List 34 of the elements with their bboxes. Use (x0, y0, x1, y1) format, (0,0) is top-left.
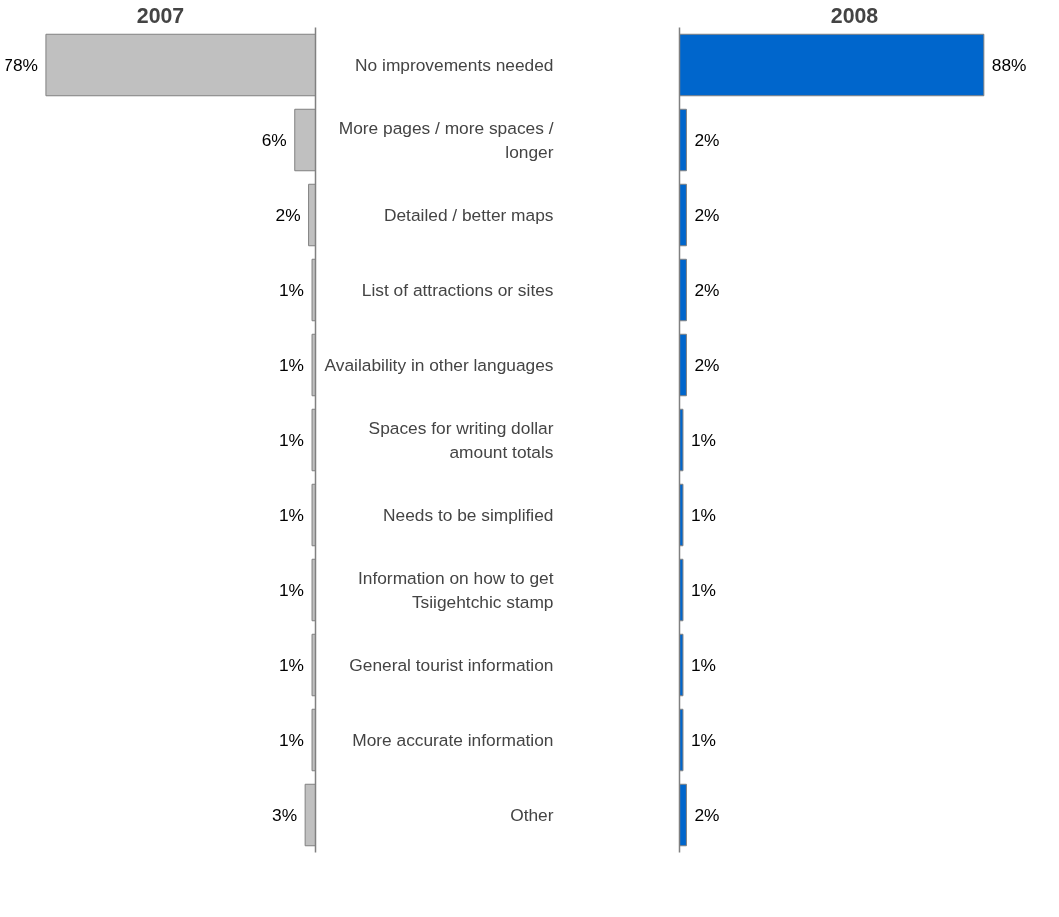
data-label: 2% (694, 805, 720, 825)
data-label: 1% (279, 580, 305, 600)
data-label: 2% (694, 205, 720, 225)
data-label: 88% (991, 55, 1027, 75)
y-tick-label: Information on how to get Tsiigehtchic stamp (357, 568, 554, 612)
y-tick-label: List of attractions or sites (361, 280, 554, 300)
y-tick-label: Spaces for writing dollar amount totals (368, 418, 554, 462)
data-label: 2% (694, 355, 720, 375)
chart-title: 2008 (830, 3, 879, 28)
chart-title: 2007 (136, 3, 185, 28)
y-tick-label: General tourist information (349, 655, 554, 675)
data-label: 1% (690, 430, 717, 450)
data-label: 2% (694, 130, 720, 150)
data-label: 2% (275, 205, 301, 225)
y-tick-label: Other (510, 805, 554, 825)
data-label: 3% (272, 805, 298, 825)
data-label: 1% (279, 655, 305, 675)
data-label: 1% (690, 505, 717, 525)
y-tick-label: Availability in other languages (324, 355, 554, 375)
data-label: 1% (690, 655, 717, 675)
data-label: 1% (279, 730, 305, 750)
data-label: 1% (279, 430, 305, 450)
y-tick-label: Needs to be simplified (383, 505, 554, 525)
data-label: 1% (690, 730, 717, 750)
data-label: 2% (694, 280, 720, 300)
y-tick-label: Detailed / better maps (383, 205, 554, 225)
data-label: 1% (690, 580, 717, 600)
data-label: 1% (279, 505, 305, 525)
y-tick-label: No improvements needed (355, 55, 554, 75)
y-tick-label: More accurate information (352, 730, 554, 750)
data-label: 6% (261, 130, 287, 150)
data-label: 1% (279, 280, 305, 300)
y-tick-label: More pages / more spaces / longer (338, 118, 554, 162)
data-label: 1% (279, 355, 305, 375)
